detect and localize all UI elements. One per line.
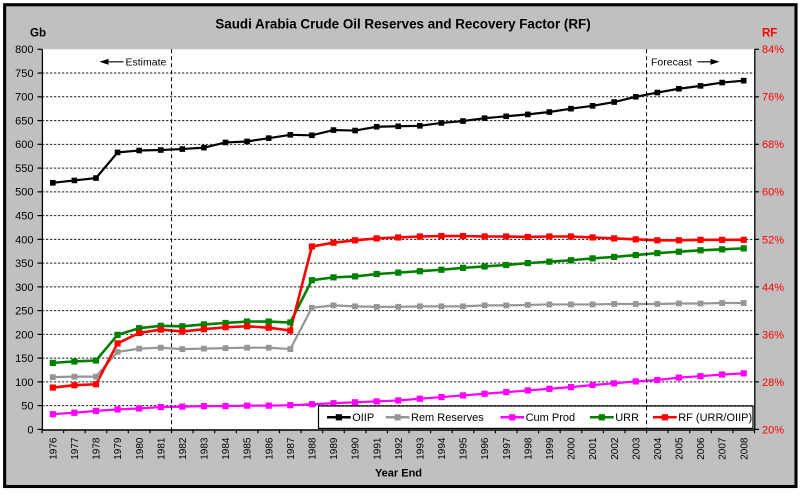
svg-text:Gb: Gb bbox=[30, 27, 46, 39]
svg-text:URR: URR bbox=[615, 412, 639, 424]
svg-text:1991: 1991 bbox=[372, 437, 383, 460]
svg-text:1998: 1998 bbox=[523, 437, 534, 460]
svg-text:200: 200 bbox=[15, 329, 33, 341]
svg-text:1995: 1995 bbox=[459, 437, 470, 460]
svg-text:250: 250 bbox=[15, 306, 33, 318]
svg-text:750: 750 bbox=[15, 68, 33, 80]
svg-text:450: 450 bbox=[15, 210, 33, 222]
svg-text:1988: 1988 bbox=[307, 437, 318, 460]
svg-text:500: 500 bbox=[15, 187, 33, 199]
svg-text:OIIP: OIIP bbox=[352, 412, 374, 424]
svg-text:1987: 1987 bbox=[286, 437, 297, 460]
svg-text:1984: 1984 bbox=[221, 437, 232, 460]
svg-text:2001: 2001 bbox=[588, 437, 599, 460]
svg-text:650: 650 bbox=[15, 115, 33, 127]
svg-text:36%: 36% bbox=[762, 329, 784, 341]
svg-text:350: 350 bbox=[15, 258, 33, 270]
svg-text:600: 600 bbox=[15, 139, 33, 151]
svg-text:1979: 1979 bbox=[113, 437, 124, 460]
svg-text:1990: 1990 bbox=[351, 437, 362, 460]
svg-text:2000: 2000 bbox=[567, 437, 578, 460]
svg-text:Year End: Year End bbox=[375, 467, 422, 479]
svg-text:84%: 84% bbox=[762, 44, 784, 56]
svg-text:1985: 1985 bbox=[243, 437, 254, 460]
svg-text:1978: 1978 bbox=[92, 437, 103, 460]
svg-text:150: 150 bbox=[15, 353, 33, 365]
svg-text:0: 0 bbox=[27, 424, 33, 436]
svg-text:1999: 1999 bbox=[545, 437, 556, 460]
svg-text:2008: 2008 bbox=[739, 437, 750, 460]
svg-text:1996: 1996 bbox=[480, 437, 491, 460]
svg-text:68%: 68% bbox=[762, 139, 784, 151]
svg-text:1976: 1976 bbox=[48, 437, 59, 460]
svg-text:Saudi Arabia Crude Oil Reserve: Saudi Arabia Crude Oil Reserves and Reco… bbox=[215, 17, 590, 32]
svg-text:1989: 1989 bbox=[329, 437, 340, 460]
svg-text:RF (URR/OIIP): RF (URR/OIIP) bbox=[678, 412, 752, 424]
svg-text:50: 50 bbox=[21, 401, 33, 413]
svg-text:Estimate: Estimate bbox=[126, 57, 167, 69]
svg-text:1982: 1982 bbox=[178, 437, 189, 460]
svg-text:1986: 1986 bbox=[264, 437, 275, 460]
svg-text:Rem Reserves: Rem Reserves bbox=[411, 412, 484, 424]
svg-text:2007: 2007 bbox=[718, 437, 729, 460]
svg-text:1980: 1980 bbox=[135, 437, 146, 460]
svg-text:100: 100 bbox=[15, 377, 33, 389]
svg-text:RF: RF bbox=[762, 27, 777, 39]
svg-text:1997: 1997 bbox=[502, 437, 513, 460]
svg-text:1994: 1994 bbox=[437, 437, 448, 460]
svg-text:2005: 2005 bbox=[675, 437, 686, 460]
svg-text:2004: 2004 bbox=[653, 437, 664, 460]
svg-text:20%: 20% bbox=[762, 424, 784, 436]
svg-text:800: 800 bbox=[15, 44, 33, 56]
svg-text:52%: 52% bbox=[762, 234, 784, 246]
svg-text:1977: 1977 bbox=[70, 437, 81, 460]
svg-text:Cum Prod: Cum Prod bbox=[526, 412, 576, 424]
svg-text:300: 300 bbox=[15, 282, 33, 294]
svg-text:550: 550 bbox=[15, 163, 33, 175]
svg-text:2002: 2002 bbox=[610, 437, 621, 460]
svg-text:2006: 2006 bbox=[696, 437, 707, 460]
svg-text:60%: 60% bbox=[762, 187, 784, 199]
svg-text:44%: 44% bbox=[762, 282, 784, 294]
svg-text:1983: 1983 bbox=[200, 437, 211, 460]
svg-text:76%: 76% bbox=[762, 92, 784, 104]
svg-text:Forecast: Forecast bbox=[651, 57, 692, 69]
svg-text:700: 700 bbox=[15, 92, 33, 104]
svg-text:2003: 2003 bbox=[631, 437, 642, 460]
svg-text:1993: 1993 bbox=[415, 437, 426, 460]
svg-text:1992: 1992 bbox=[394, 437, 405, 460]
svg-text:1981: 1981 bbox=[156, 437, 167, 460]
svg-text:400: 400 bbox=[15, 234, 33, 246]
svg-text:28%: 28% bbox=[762, 377, 784, 389]
